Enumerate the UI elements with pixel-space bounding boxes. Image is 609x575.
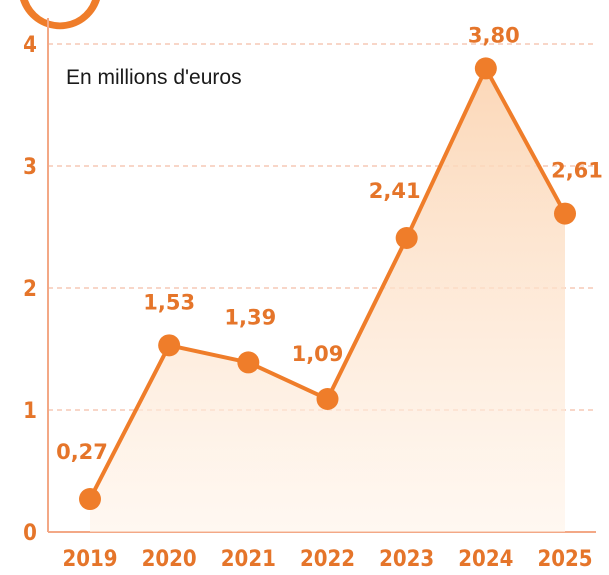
data-label-2020: 1,53	[143, 290, 195, 314]
x-tick-label-2022: 2022	[300, 547, 355, 572]
data-point-2024	[475, 57, 497, 79]
x-tick-label-2025: 2025	[537, 547, 592, 572]
x-tick-label-2023: 2023	[379, 547, 434, 572]
data-label-2024: 3,80	[468, 23, 520, 47]
y-tick-label: 2	[23, 277, 37, 302]
y-tick-label: 3	[23, 155, 37, 180]
data-label-2025: 2,61	[551, 159, 603, 183]
y-tick-label: 4	[23, 33, 37, 58]
x-tick-label-2020: 2020	[142, 547, 197, 572]
y-tick-label: 0	[23, 521, 37, 546]
data-label-2022: 1,09	[292, 342, 344, 366]
unit-note: En millions d'euros	[66, 66, 242, 89]
logo-badge-icon	[20, 0, 100, 29]
x-tick-label-2019: 2019	[62, 547, 117, 572]
data-label-2021: 1,39	[224, 305, 276, 329]
data-point-2019	[79, 488, 101, 510]
data-label-2023: 2,41	[369, 179, 421, 203]
data-point-2020	[158, 334, 180, 356]
data-label-2019: 0,27	[56, 440, 108, 464]
data-point-2022	[317, 388, 339, 410]
data-point-2025	[554, 203, 576, 225]
y-tick-label: 1	[23, 399, 37, 424]
x-tick-labels: 2019 2020 2021 2022 2023 2024 2025	[62, 547, 592, 572]
x-tick-label-2024: 2024	[458, 547, 513, 572]
data-point-2021	[237, 351, 259, 373]
data-point-2023	[396, 227, 418, 249]
y-tick-labels: 0 1 2 3 4	[23, 33, 37, 546]
x-tick-label-2021: 2021	[221, 547, 276, 572]
